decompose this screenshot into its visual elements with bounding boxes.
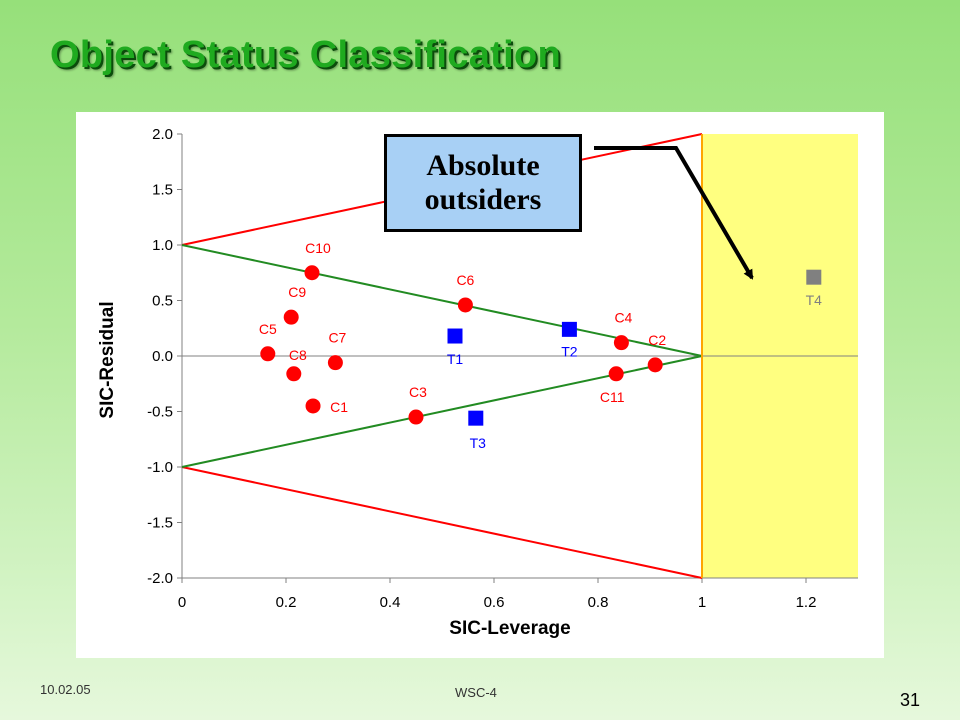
point-c2 — [647, 357, 663, 373]
x-tick-label: 1.2 — [796, 594, 817, 611]
y-tick-label: -0.5 — [147, 404, 173, 421]
point-c9 — [283, 309, 299, 325]
point-label-t3: T3 — [470, 435, 487, 451]
point-label-c6: C6 — [456, 272, 474, 288]
page-number: 31 — [900, 690, 921, 710]
footer-label: WSC-4 — [455, 685, 497, 700]
point-c8 — [286, 366, 302, 382]
point-label-c1: C1 — [330, 399, 348, 415]
x-tick-label: 0.2 — [276, 594, 297, 611]
warning-line — [181, 244, 703, 357]
point-label-t2: T2 — [561, 343, 578, 359]
point-label-c3: C3 — [409, 384, 427, 400]
point-c7 — [327, 355, 343, 371]
point-label-t4: T4 — [806, 292, 823, 308]
x-tick-label: 0.6 — [484, 594, 505, 611]
point-c10 — [304, 265, 320, 281]
point-label-c8: C8 — [289, 347, 307, 363]
warning-line — [181, 355, 703, 468]
point-label-c10: C10 — [305, 240, 331, 256]
point-c6 — [457, 297, 473, 313]
y-tick-label: -1.5 — [147, 515, 173, 532]
y-tick-label: 0.5 — [152, 293, 173, 310]
point-c1 — [305, 398, 321, 414]
x-axis-title: SIC-Leverage — [449, 618, 570, 639]
point-t2 — [561, 321, 577, 337]
point-t4 — [806, 269, 822, 285]
limit-line — [181, 466, 703, 579]
point-c11 — [608, 366, 624, 382]
callout-text: Absolute outsiders — [424, 148, 542, 217]
x-tick-label: 0.8 — [588, 594, 609, 611]
point-c3 — [408, 409, 424, 425]
point-t1 — [447, 328, 463, 344]
x-tick-label: 0 — [178, 594, 186, 611]
point-t3 — [468, 410, 484, 426]
y-tick-label: -1.0 — [147, 459, 173, 476]
slide-title: Object Status Classification — [50, 34, 561, 76]
point-label-c2: C2 — [648, 332, 666, 348]
footer-date: 10.02.05 — [40, 682, 91, 697]
point-label-c5: C5 — [259, 321, 277, 337]
y-tick-label: 1.0 — [152, 237, 173, 254]
x-tick-label: 1 — [698, 594, 706, 611]
y-tick-label: 0.0 — [152, 348, 173, 365]
point-label-c4: C4 — [614, 310, 632, 326]
y-tick-label: 2.0 — [152, 126, 173, 143]
y-tick-label: -2.0 — [147, 570, 173, 587]
point-c5 — [260, 346, 276, 362]
point-c4 — [613, 335, 629, 351]
y-axis-title: SIC-Residual — [97, 301, 118, 418]
absolute-outsiders-callout: Absolute outsiders — [384, 134, 582, 232]
y-tick-label: 1.5 — [152, 182, 173, 199]
point-label-c9: C9 — [288, 284, 306, 300]
point-label-t1: T1 — [447, 351, 464, 367]
point-label-c11: C11 — [600, 389, 625, 405]
point-label-c7: C7 — [328, 330, 346, 346]
x-tick-label: 0.4 — [380, 594, 401, 611]
